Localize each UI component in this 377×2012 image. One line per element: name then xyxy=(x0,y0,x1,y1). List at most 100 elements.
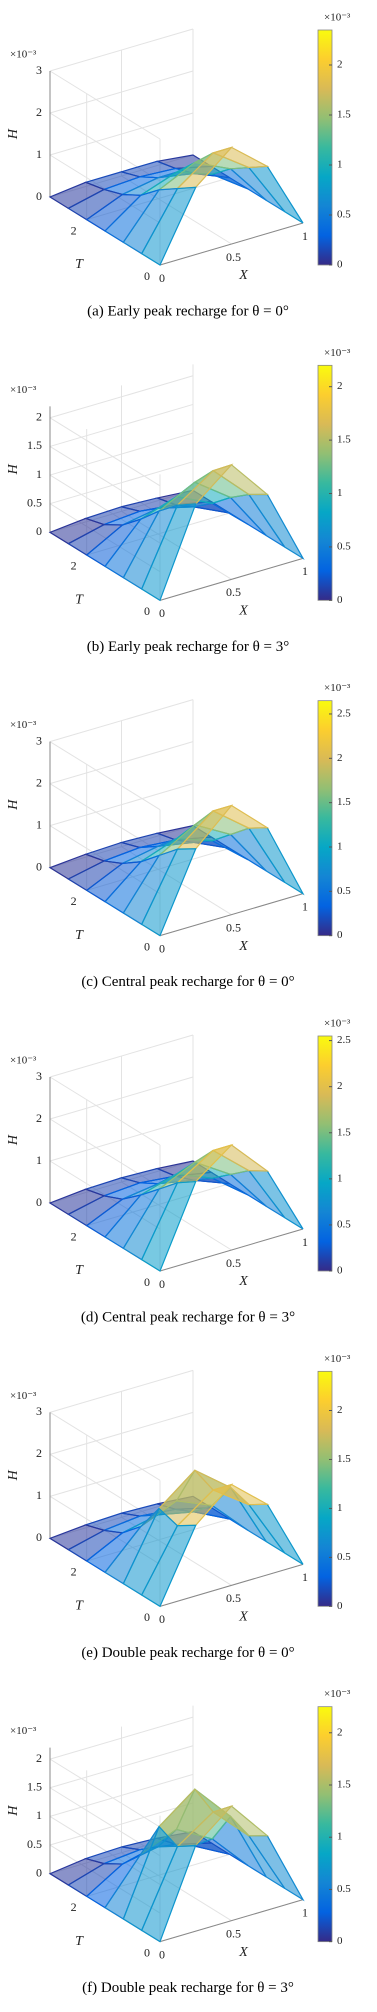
z-tick-label: 1 xyxy=(36,467,42,481)
z-tick-label: 1 xyxy=(36,1153,42,1167)
z-tick-label: 3 xyxy=(36,1404,42,1418)
y-tick-label: 2 xyxy=(71,1229,77,1243)
y-tick-label: 2 xyxy=(71,223,77,237)
surface-patch xyxy=(140,848,197,937)
z-tick-label: 1 xyxy=(36,147,42,161)
colorbar-tick-label: 0.5 xyxy=(337,1551,351,1563)
z-multiplier: ×10⁻³ xyxy=(10,1055,37,1067)
z-tick-label: 2 xyxy=(36,775,42,789)
x-tick-label: 1 xyxy=(302,899,308,913)
z-tick-label: 0 xyxy=(36,1195,42,1209)
y-tick-label: 0 xyxy=(144,604,150,618)
z-axis-label: H xyxy=(6,799,21,811)
y-tick-label: 0 xyxy=(144,1945,150,1959)
colorbar-tick-label: 2 xyxy=(337,752,343,764)
x-tick-label: 0.5 xyxy=(226,250,241,264)
y-tick-label: 0 xyxy=(144,939,150,953)
colorbar-tick-label: 1.5 xyxy=(337,796,351,808)
panel: 0 1 2 3 0 0.5 1 0 2 X T H ×10⁻³ 0 0.5 1 1.5 2 2.5 ×10⁻³ (d) … xyxy=(6,1018,351,1326)
colorbar-tick-label: 1.5 xyxy=(337,434,351,446)
z-tick-label: 0 xyxy=(36,189,42,203)
z-tick-label: 0 xyxy=(36,524,42,538)
z-tick-label: 0 xyxy=(36,859,42,873)
z-tick-label: 2 xyxy=(36,1446,42,1460)
caption: (f) Double peak recharge for θ = 3° xyxy=(82,1980,294,1996)
colorbar-tick-label: 0.5 xyxy=(337,209,351,221)
colorbar-tick-label: 0 xyxy=(337,1265,343,1277)
colorbar-tick-label: 1 xyxy=(337,159,343,171)
z-axis-label: H xyxy=(6,1469,21,1481)
colorbar-tick-label: 1.5 xyxy=(337,109,351,121)
colorbar-tick-label: 1 xyxy=(337,841,343,853)
z-multiplier: ×10⁻³ xyxy=(10,384,37,396)
z-tick-label: 1 xyxy=(36,1808,42,1822)
grid-line xyxy=(49,1076,161,1146)
grid-line xyxy=(49,741,161,811)
colorbar-tick-label: 0 xyxy=(337,929,343,941)
colorbar-tick-label: 2 xyxy=(337,59,343,71)
x-tick-label: 0 xyxy=(159,1612,165,1626)
colorbar-tick-label: 1 xyxy=(337,1172,343,1184)
surface-patch xyxy=(140,1180,197,1272)
y-axis-label: T xyxy=(75,928,84,943)
colorbar-tick-label: 0 xyxy=(337,1600,343,1612)
surface-patch xyxy=(140,186,197,266)
z-axis-label: H xyxy=(6,1134,21,1146)
panel: 0 1 2 3 0 0.5 1 0 2 X T H ×10⁻³ 0 0.5 1 1.5 2 2.5 ×10⁻³ (c) … xyxy=(6,682,351,990)
colorbar-tick-label: 2.5 xyxy=(337,1034,351,1046)
colorbar xyxy=(317,1370,333,1607)
x-tick-label: 0 xyxy=(159,941,165,955)
colorbar-tick-label: 2 xyxy=(337,1726,343,1738)
colorbar-multiplier: ×10⁻³ xyxy=(324,1353,351,1365)
panel: 0 0.5 1 1.5 2 0 0.5 1 0 2 X T H ×10⁻³ 0 0.5 1 1.5 2 ×10⁻³ (f… xyxy=(6,1688,351,1996)
colorbar xyxy=(317,700,333,937)
colorbar-tick-label: 1 xyxy=(337,487,343,499)
z-axis-label: H xyxy=(6,463,21,475)
surface-patch xyxy=(140,503,197,602)
colorbar-tick-label: 1 xyxy=(337,1502,343,1514)
y-tick-label: 0 xyxy=(144,1610,150,1624)
colorbar xyxy=(317,29,333,266)
x-axis-label: X xyxy=(238,268,248,283)
x-tick-label: 1 xyxy=(302,564,308,578)
panel: 0 1 2 3 0 0.5 1 0 2 X T H ×10⁻³ 0 0.5 1 1.5 2 ×10⁻³ (e) Dou… xyxy=(6,1353,351,1661)
y-tick-label: 0 xyxy=(144,269,150,283)
grid-line xyxy=(49,417,161,487)
y-axis-label: T xyxy=(75,257,84,272)
axis-line xyxy=(159,222,304,266)
grid-line xyxy=(49,70,161,140)
z-multiplier: ×10⁻³ xyxy=(10,1390,37,1402)
colorbar-tick-label: 1 xyxy=(337,1831,343,1843)
y-tick-label: 2 xyxy=(71,559,77,573)
x-tick-label: 0 xyxy=(159,1947,165,1961)
x-tick-label: 1 xyxy=(302,229,308,243)
caption: (b) Early peak recharge for θ = 3° xyxy=(87,639,290,655)
colorbar-tick-label: 1.5 xyxy=(337,1453,351,1465)
colorbar-multiplier: ×10⁻³ xyxy=(324,12,351,24)
caption: (a) Early peak recharge for θ = 0° xyxy=(87,303,289,319)
y-axis-label: T xyxy=(75,1263,84,1278)
x-tick-label: 0 xyxy=(159,1277,165,1291)
z-tick-label: 2 xyxy=(36,410,42,424)
z-multiplier: ×10⁻³ xyxy=(10,49,37,61)
y-tick-label: 0 xyxy=(144,1275,150,1289)
colorbar-tick-label: 2 xyxy=(337,1080,343,1092)
caption: (e) Double peak recharge for θ = 0° xyxy=(81,1645,294,1661)
y-axis-label: T xyxy=(75,1934,84,1949)
x-tick-label: 1 xyxy=(302,1570,308,1584)
x-tick-label: 0.5 xyxy=(226,1256,241,1270)
axis-line xyxy=(159,1228,304,1272)
x-axis-label: X xyxy=(238,1274,248,1289)
y-tick-label: 2 xyxy=(71,1900,77,1914)
x-axis-label: X xyxy=(238,939,248,954)
z-tick-label: 1.5 xyxy=(27,1780,42,1794)
axis-line xyxy=(159,893,304,937)
z-tick-label: 0.5 xyxy=(27,1837,42,1851)
axis-line xyxy=(159,1563,304,1607)
colorbar-tick-label: 0.5 xyxy=(337,1883,351,1895)
x-tick-label: 0.5 xyxy=(226,920,241,934)
colorbar-tick-label: 2 xyxy=(337,1404,343,1416)
colorbar-tick-label: 1.5 xyxy=(337,1126,351,1138)
colorbar-tick-label: 0.5 xyxy=(337,540,351,552)
z-tick-label: 3 xyxy=(36,63,42,77)
